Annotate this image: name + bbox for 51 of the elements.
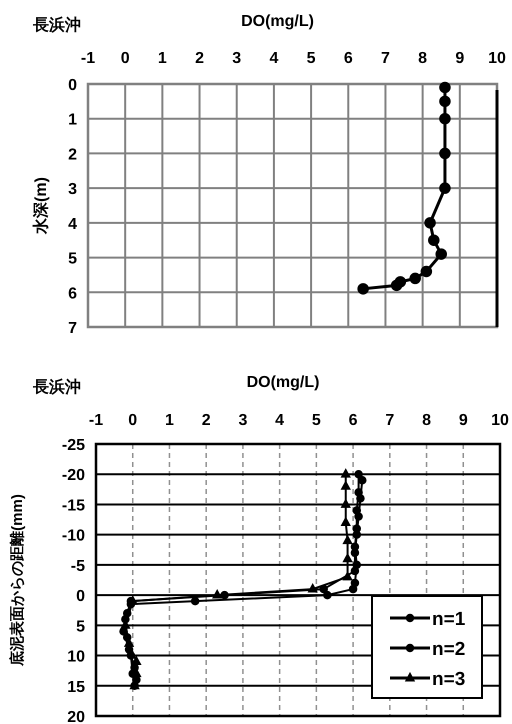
x-tick-label: 2 xyxy=(202,412,211,429)
x-tick-label: 5 xyxy=(312,412,321,429)
y-tick-label: 0 xyxy=(76,588,86,606)
y-tick-label: -20 xyxy=(62,467,86,484)
y-tick-label: 2 xyxy=(68,146,78,164)
x-axis-title: DO(mg/L) xyxy=(241,13,314,30)
y-tick-label: 1 xyxy=(68,112,78,129)
y-tick-label: -10 xyxy=(62,528,86,545)
chart-title: 長浜沖 xyxy=(32,378,81,396)
y-tick-label: 15 xyxy=(67,678,86,696)
x-tick-label: 7 xyxy=(385,412,394,429)
y-axis-title: 底泥表面からの距離(mm) xyxy=(8,494,26,667)
x-tick-label: 9 xyxy=(455,50,464,67)
x-tick-label: 10 xyxy=(488,50,506,67)
x-tick-label: 7 xyxy=(381,50,390,67)
y-tick-label: 6 xyxy=(68,285,78,302)
y-tick-label: 10 xyxy=(67,648,86,666)
x-tick-label: -1 xyxy=(80,50,96,67)
x-tick-label: 4 xyxy=(269,50,278,67)
x-tick-label: 6 xyxy=(344,50,353,67)
x-tick-label: 9 xyxy=(458,412,468,429)
y-tick-label: 20 xyxy=(67,709,86,724)
legend-label: n=3 xyxy=(432,669,466,690)
y-tick-label: 5 xyxy=(76,618,86,636)
y-tick-label: 7 xyxy=(68,320,78,337)
x-tick-label: 5 xyxy=(306,50,316,67)
y-tick-label: 0 xyxy=(68,77,78,94)
x-tick-label: 10 xyxy=(491,412,509,429)
x-tick-label: 1 xyxy=(158,50,167,67)
y-tick-label: 5 xyxy=(68,250,78,268)
x-tick-label: 4 xyxy=(275,412,284,429)
y-tick-label: 4 xyxy=(68,216,78,233)
x-axis-title: DO(mg/L) xyxy=(246,374,320,391)
x-tick-label: 8 xyxy=(422,412,432,429)
x-tick-label: 0 xyxy=(128,412,138,429)
x-tick-label: 2 xyxy=(195,50,204,67)
y-tick-label: -15 xyxy=(62,497,86,514)
x-tick-label: 8 xyxy=(418,50,428,67)
x-tick-label: 3 xyxy=(232,50,242,67)
y-tick-label: -5 xyxy=(70,558,86,575)
x-tick-label: 3 xyxy=(238,412,248,429)
y-axis-title: 水深(m) xyxy=(32,177,50,235)
y-tick-label: -25 xyxy=(62,437,86,454)
x-tick-label: 0 xyxy=(120,50,130,67)
x-tick-label: -1 xyxy=(88,412,104,429)
legend-label: n=2 xyxy=(432,639,466,660)
y-tick-label: 3 xyxy=(68,181,78,198)
chart-title: 長浜沖 xyxy=(32,16,81,34)
x-tick-label: 6 xyxy=(348,412,358,429)
x-tick-label: 1 xyxy=(165,412,174,429)
legend-label: n=1 xyxy=(432,609,466,630)
